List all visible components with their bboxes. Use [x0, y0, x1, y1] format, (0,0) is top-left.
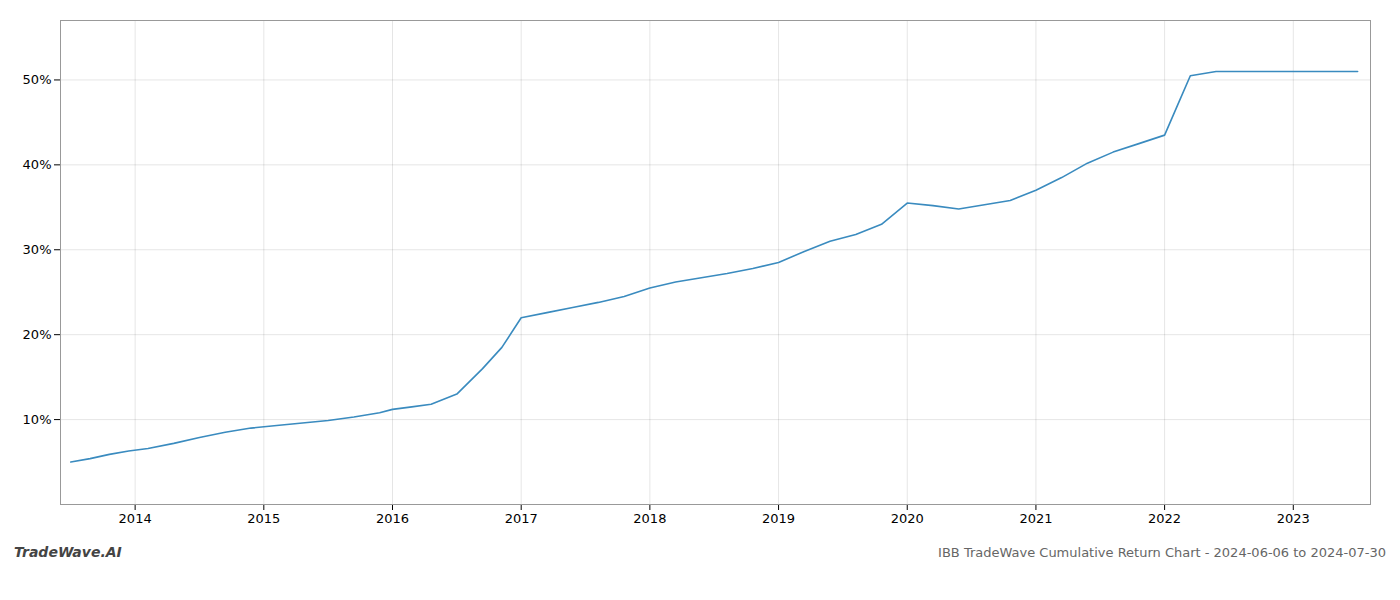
svg-text:2019: 2019	[762, 511, 795, 526]
svg-text:10%: 10%	[23, 412, 52, 427]
html-text:IBB TradeWave Cumulative Retur: IBB TradeWave Cumulative Return Chart - …	[938, 545, 1386, 560]
svg-text:30%: 30%	[23, 242, 52, 257]
svg-text:2016: 2016	[376, 511, 409, 526]
svg-text:2020: 2020	[891, 511, 924, 526]
html-text:TradeWave.AI: TradeWave.AI	[14, 544, 122, 560]
svg-text:2023: 2023	[1277, 511, 1310, 526]
svg-text:2015: 2015	[247, 511, 280, 526]
svg-text:40%: 40%	[23, 157, 52, 172]
svg-text:2022: 2022	[1148, 511, 1181, 526]
svg-text:2018: 2018	[633, 511, 666, 526]
svg-text:50%: 50%	[23, 72, 52, 87]
svg-text:2021: 2021	[1019, 511, 1052, 526]
svg-text:20%: 20%	[23, 327, 52, 342]
svg-text:2017: 2017	[505, 511, 538, 526]
svg-text:2014: 2014	[119, 511, 152, 526]
